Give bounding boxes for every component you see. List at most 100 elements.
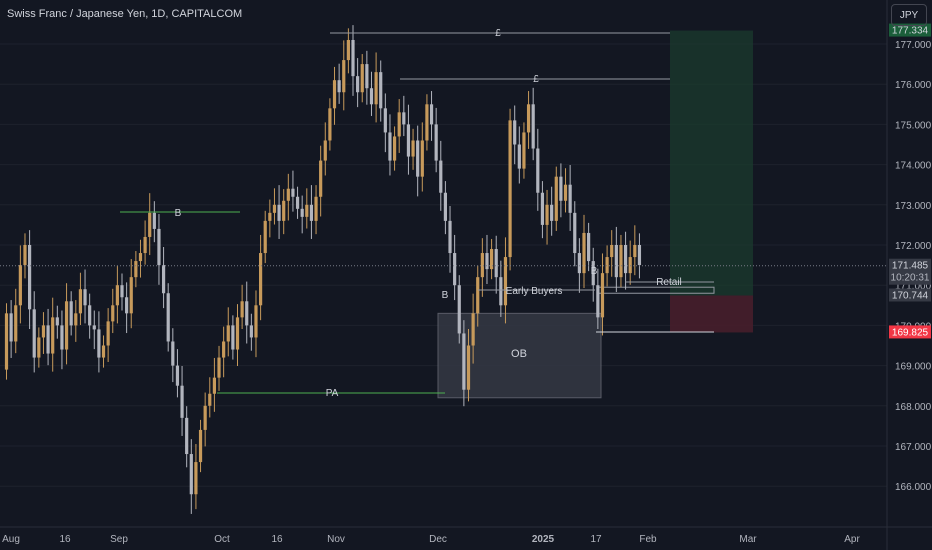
- candle-body[interactable]: [480, 253, 484, 278]
- candle-body[interactable]: [314, 196, 318, 221]
- candle-body[interactable]: [263, 220, 267, 254]
- candle-body[interactable]: [291, 188, 295, 197]
- candle-body[interactable]: [397, 112, 401, 137]
- candle-body[interactable]: [189, 454, 193, 495]
- candle-body[interactable]: [64, 301, 69, 350]
- candle-body[interactable]: [226, 325, 230, 342]
- candle-body[interactable]: [596, 285, 600, 318]
- candle-body[interactable]: [369, 88, 374, 105]
- candle-body[interactable]: [494, 249, 498, 278]
- candle-body[interactable]: [259, 253, 263, 306]
- candle-body[interactable]: [503, 257, 508, 306]
- candle-body[interactable]: [295, 196, 300, 209]
- candle-body[interactable]: [277, 204, 281, 221]
- candle-body[interactable]: [356, 76, 360, 93]
- candle-body[interactable]: [143, 236, 147, 254]
- candle-body[interactable]: [545, 204, 549, 225]
- candle-body[interactable]: [420, 140, 424, 177]
- candle-body[interactable]: [157, 228, 161, 266]
- candle-body[interactable]: [272, 204, 277, 213]
- candle-body[interactable]: [443, 192, 447, 221]
- candle-body[interactable]: [351, 39, 355, 77]
- candle-body[interactable]: [526, 104, 531, 133]
- candle-body[interactable]: [171, 341, 175, 366]
- candle-body[interactable]: [323, 140, 327, 161]
- candle-body[interactable]: [568, 184, 572, 213]
- candle-body[interactable]: [434, 124, 438, 161]
- candle-body[interactable]: [439, 160, 443, 193]
- candle-body[interactable]: [51, 317, 55, 354]
- candle-body[interactable]: [23, 245, 27, 266]
- candle-body[interactable]: [249, 325, 253, 338]
- candle-body[interactable]: [111, 305, 115, 322]
- candle-body[interactable]: [416, 140, 420, 177]
- candle-body[interactable]: [490, 249, 494, 270]
- candle-body[interactable]: [554, 176, 558, 221]
- candle-body[interactable]: [637, 245, 642, 266]
- candle-body[interactable]: [305, 204, 309, 217]
- candle-body[interactable]: [457, 285, 461, 334]
- candle-body[interactable]: [328, 108, 332, 141]
- candle-body[interactable]: [605, 257, 609, 274]
- candle-body[interactable]: [101, 345, 106, 358]
- candle-body[interactable]: [332, 80, 337, 109]
- candle-body[interactable]: [379, 72, 383, 109]
- candle-body[interactable]: [69, 301, 73, 326]
- candle-body[interactable]: [517, 144, 521, 169]
- candle-body[interactable]: [217, 357, 221, 378]
- candle-body[interactable]: [152, 212, 156, 229]
- candle-body[interactable]: [614, 245, 618, 278]
- candle-body[interactable]: [254, 305, 258, 338]
- candle-body[interactable]: [9, 313, 13, 342]
- candle-body[interactable]: [180, 385, 184, 418]
- candle-body[interactable]: [185, 417, 189, 455]
- candle-body[interactable]: [46, 325, 50, 354]
- candle-body[interactable]: [83, 289, 87, 306]
- candle-body[interactable]: [360, 64, 364, 93]
- candle-body[interactable]: [92, 325, 96, 330]
- candle-body[interactable]: [208, 393, 212, 406]
- candle-body[interactable]: [573, 212, 577, 254]
- candle-body[interactable]: [37, 337, 41, 358]
- candle-body[interactable]: [245, 301, 249, 326]
- candle-body[interactable]: [346, 39, 350, 61]
- candle-body[interactable]: [78, 289, 83, 314]
- candle-body[interactable]: [600, 273, 605, 318]
- candle-body[interactable]: [138, 253, 143, 262]
- candle-body[interactable]: [222, 341, 226, 358]
- candle-body[interactable]: [166, 293, 170, 342]
- candle-body[interactable]: [268, 212, 272, 221]
- candle-body[interactable]: [309, 204, 314, 221]
- candle-body[interactable]: [175, 365, 180, 386]
- candle-body[interactable]: [28, 245, 32, 310]
- candle-body[interactable]: [531, 104, 535, 149]
- candle-body[interactable]: [129, 277, 133, 314]
- candle-body[interactable]: [392, 136, 397, 161]
- candle-body[interactable]: [429, 104, 434, 125]
- candle-body[interactable]: [240, 301, 244, 318]
- candle-body[interactable]: [582, 232, 586, 274]
- candle-body[interactable]: [633, 245, 637, 258]
- candle-body[interactable]: [587, 232, 591, 262]
- candle-body[interactable]: [148, 212, 152, 237]
- candle-body[interactable]: [161, 265, 166, 294]
- candle-body[interactable]: [14, 305, 18, 342]
- candle-body[interactable]: [4, 313, 9, 370]
- candle-body[interactable]: [522, 132, 526, 169]
- candle-body[interactable]: [448, 220, 452, 254]
- candle-body[interactable]: [499, 277, 503, 306]
- candle-body[interactable]: [212, 377, 216, 394]
- candle-body[interactable]: [559, 176, 563, 201]
- candle-body[interactable]: [411, 140, 415, 157]
- candle-body[interactable]: [476, 277, 480, 314]
- candle-body[interactable]: [203, 405, 207, 430]
- candle-body[interactable]: [342, 60, 346, 93]
- candle-body[interactable]: [300, 208, 304, 217]
- candle-body[interactable]: [536, 148, 540, 193]
- candle-body[interactable]: [577, 253, 581, 274]
- candle-body[interactable]: [319, 160, 323, 197]
- candle-body[interactable]: [471, 313, 475, 346]
- currency-button[interactable]: JPY: [891, 4, 927, 26]
- candle-body[interactable]: [619, 245, 623, 278]
